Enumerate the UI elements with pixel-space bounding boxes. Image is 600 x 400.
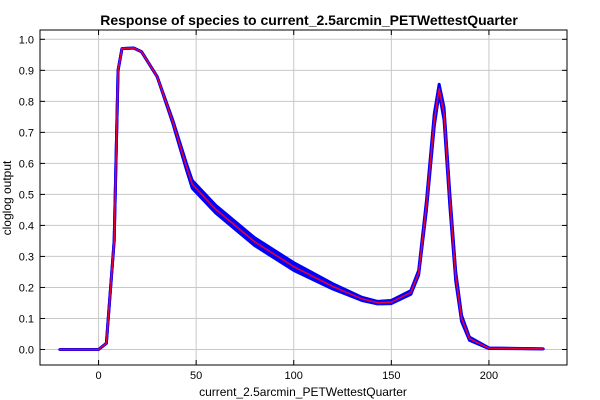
mean-line xyxy=(59,47,544,351)
spread-area xyxy=(58,46,545,351)
x-axis-label: current_2.5arcmin_PETWettestQuarter xyxy=(199,385,407,399)
y-tick-label: 0.7 xyxy=(19,127,34,139)
x-tick-label: 0 xyxy=(95,370,101,382)
y-tick-label: 0.0 xyxy=(19,344,34,356)
mean-response-line xyxy=(59,47,544,351)
x-tick-label: 50 xyxy=(190,370,202,382)
y-axis-ticks: 0.0 0.1 0.2 0.3 0.4 0.5 0.6 0.7 0.8 0.9 1.0 xyxy=(19,34,567,356)
plot-frame xyxy=(39,29,568,366)
x-tick-label: 100 xyxy=(285,370,303,382)
y-tick-label: 0.1 xyxy=(19,313,34,325)
x-axis-ticks: 0 50 100 150 200 xyxy=(95,30,498,382)
y-tick-label: 1.0 xyxy=(19,34,34,46)
plot-border xyxy=(39,29,568,366)
x-tick-label: 150 xyxy=(382,370,400,382)
y-tick-label: 0.9 xyxy=(19,65,34,77)
y-tick-label: 0.3 xyxy=(19,251,34,263)
spread-band xyxy=(58,46,545,351)
y-axis-label: cloglog output xyxy=(0,160,14,235)
y-tick-label: 0.4 xyxy=(19,220,34,232)
y-tick-label: 0.2 xyxy=(19,282,34,294)
y-tick-label: 0.6 xyxy=(19,158,34,170)
y-tick-label: 0.8 xyxy=(19,96,34,108)
x-tick-label: 200 xyxy=(480,370,498,382)
y-tick-label: 0.5 xyxy=(19,189,34,201)
grid-lines xyxy=(40,30,567,365)
chart-title: Response of species to current_2.5arcmin… xyxy=(100,12,518,28)
spread-lower-line xyxy=(59,46,544,351)
spread-upper-line xyxy=(59,46,544,351)
